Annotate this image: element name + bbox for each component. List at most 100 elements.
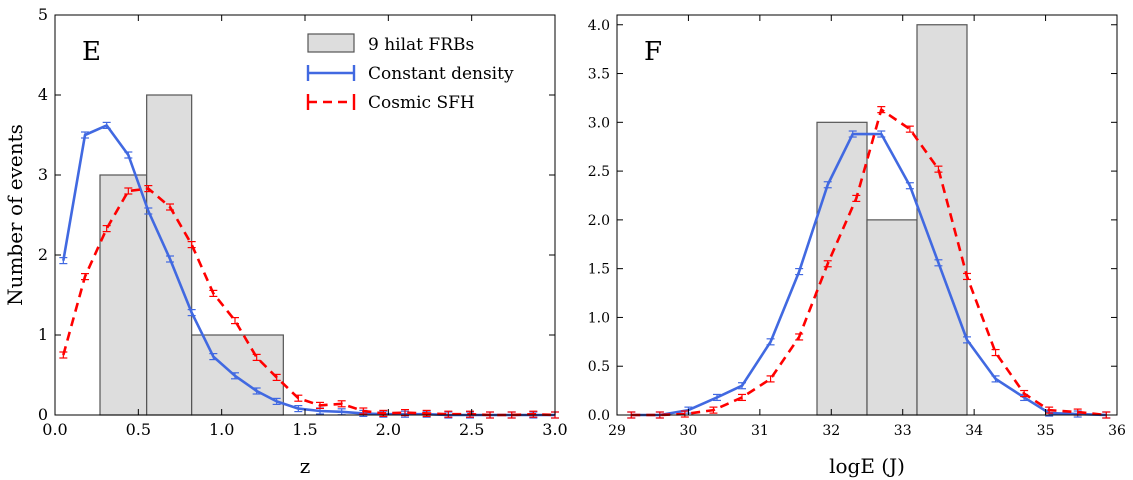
y-tick-label: 1 xyxy=(38,325,48,344)
axes-frame xyxy=(616,14,1118,416)
errorbar xyxy=(209,289,218,297)
errorbar xyxy=(294,405,303,413)
panel-f: 29 30 31 32 33 34 35 36 0.0 0.5 1.0 1.5 2.0 2.5 3.0 3.5… xyxy=(588,14,1126,478)
errorbar xyxy=(81,131,89,139)
errorbar xyxy=(252,387,261,395)
x-tick-label: 1.5 xyxy=(292,420,317,439)
errorbar xyxy=(81,273,89,281)
constant-density-line xyxy=(631,132,1107,417)
errorbar xyxy=(124,151,133,159)
legend-swatch-histogram xyxy=(307,33,355,53)
y-tick-label: 1.5 xyxy=(588,262,610,278)
x-tick-label: 2.0 xyxy=(376,420,401,439)
cosmic-sfh-line xyxy=(62,187,556,417)
errorbar xyxy=(272,397,281,405)
errorbar xyxy=(877,130,886,138)
panel-label: F xyxy=(644,37,662,67)
errorbar xyxy=(852,194,861,203)
y-tick-label: 4 xyxy=(38,85,48,104)
y-tick-label: 5 xyxy=(38,5,48,24)
errorbar xyxy=(272,373,281,381)
histogram-bar xyxy=(866,219,918,416)
x-tick-label: 36 xyxy=(1108,423,1126,439)
errorbar xyxy=(166,255,174,263)
errorbar xyxy=(294,394,303,402)
errorbar xyxy=(738,382,746,390)
x-tick-label: 35 xyxy=(1037,423,1055,439)
y-tick-label: 2.0 xyxy=(588,213,610,229)
errorbar xyxy=(529,410,538,418)
errorbar xyxy=(102,225,111,233)
histogram-bar xyxy=(191,334,284,416)
x-tick-label: 29 xyxy=(608,423,626,439)
errorbar xyxy=(766,375,775,383)
x-axis-label: z xyxy=(300,454,311,478)
errorbar xyxy=(102,121,111,129)
panel-label: E xyxy=(82,37,101,67)
errorbar xyxy=(934,259,943,267)
errorbar xyxy=(738,393,746,402)
errorbar xyxy=(766,338,775,346)
errorbar xyxy=(337,400,346,408)
errorbar xyxy=(231,372,239,380)
legend: 9 hilat FRBs Constant density Cosmic SFH xyxy=(306,33,514,113)
errorbar xyxy=(795,267,804,276)
errorbar xyxy=(187,309,196,317)
y-tick-label: 3 xyxy=(38,165,48,184)
legend-label: Constant density xyxy=(368,64,514,84)
errorbar xyxy=(209,353,218,361)
x-tick-label: 32 xyxy=(822,423,840,439)
errorbar xyxy=(823,181,832,189)
errorbar xyxy=(905,182,914,190)
errorbar xyxy=(680,410,689,418)
y-tick-label: 2 xyxy=(38,245,48,264)
errorbar xyxy=(187,241,196,249)
errorbar xyxy=(709,406,718,414)
errorbar xyxy=(991,348,1000,357)
errorbar xyxy=(444,410,453,418)
y-tick-label: 0.0 xyxy=(588,408,610,424)
y-tick-label: 0.5 xyxy=(588,359,610,375)
errorbar xyxy=(848,130,857,138)
errorbar xyxy=(59,257,68,265)
errorbar xyxy=(166,203,174,211)
histogram-bar xyxy=(916,24,968,416)
y-tick-label: 2.5 xyxy=(588,164,610,180)
x-tick-label: 33 xyxy=(894,423,912,439)
x-tick-label: 0.0 xyxy=(42,420,67,439)
y-axis-label: Number of events xyxy=(3,124,27,306)
x-tick-label: 0.5 xyxy=(126,420,151,439)
errorbar xyxy=(823,260,832,268)
y-tick-label: 4.0 xyxy=(588,18,610,34)
errorbar xyxy=(144,185,153,193)
errorbar xyxy=(316,401,324,409)
x-tick-label: 30 xyxy=(680,423,698,439)
errorbar xyxy=(1045,406,1054,414)
errorbar xyxy=(713,393,721,402)
errorbar xyxy=(963,336,971,344)
legend-label: Cosmic SFH xyxy=(368,93,475,113)
errorbar xyxy=(466,410,474,418)
y-tick-label: 3.0 xyxy=(588,115,610,131)
errorbar xyxy=(59,351,68,359)
errorbar xyxy=(252,353,261,361)
errorbar xyxy=(991,375,1000,383)
errorbar xyxy=(963,272,971,281)
cosmic-sfh-line xyxy=(631,108,1107,417)
errorbar xyxy=(231,317,239,325)
y-tick-label: 3.5 xyxy=(588,67,610,83)
errorbar xyxy=(934,165,943,173)
errorbar xyxy=(877,106,886,114)
errorbar xyxy=(795,333,804,341)
legend-label: 9 hilat FRBs xyxy=(368,35,474,55)
x-tick-label: 34 xyxy=(965,423,983,439)
y-tick-label: 1.0 xyxy=(588,310,610,326)
x-tick-label: 2.5 xyxy=(459,420,484,439)
x-tick-label: 3.0 xyxy=(542,420,567,439)
y-tick-label: 0 xyxy=(38,405,48,424)
errorbar xyxy=(144,207,153,215)
errorbar xyxy=(905,125,914,133)
x-tick-label: 31 xyxy=(751,423,769,439)
